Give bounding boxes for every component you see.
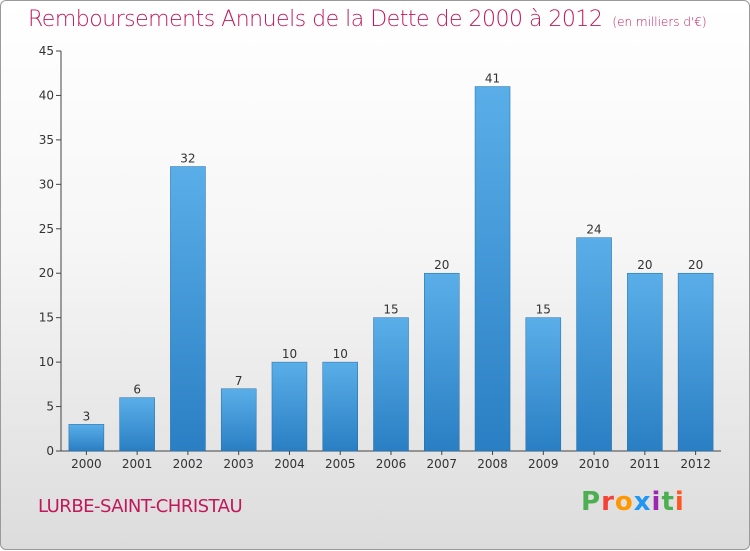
bar bbox=[220, 388, 257, 452]
proxiti-logo: Proxiti bbox=[581, 487, 685, 517]
y-tick-label: 45 bbox=[39, 44, 54, 58]
bar-value-label: 41 bbox=[485, 72, 500, 86]
logo-letter: o bbox=[614, 487, 634, 517]
chart-subtitle: (en milliers d'€) bbox=[612, 15, 707, 29]
bar bbox=[576, 237, 612, 452]
x-tick-label: 2011 bbox=[630, 457, 661, 471]
bar-value-label: 15 bbox=[383, 303, 398, 317]
bar-value-label: 10 bbox=[282, 347, 297, 361]
x-tick-label: 2012 bbox=[680, 457, 711, 471]
x-tick-label: 2006 bbox=[376, 457, 407, 471]
bar bbox=[525, 317, 562, 452]
y-tick-label: 35 bbox=[39, 133, 54, 147]
x-tick-label: 2009 bbox=[528, 457, 559, 471]
x-tick-label: 2008 bbox=[477, 457, 508, 471]
x-tick-label: 2000 bbox=[71, 457, 102, 471]
bar bbox=[68, 424, 105, 452]
logo-letter: r bbox=[601, 487, 615, 517]
bar-value-label: 32 bbox=[180, 152, 195, 166]
y-tick-label: 20 bbox=[39, 266, 54, 280]
y-tick-label: 0 bbox=[46, 444, 54, 458]
x-tick-label: 2002 bbox=[173, 457, 204, 471]
logo-letter: i bbox=[651, 487, 662, 517]
bar-value-label: 20 bbox=[688, 258, 703, 272]
x-tick-label: 2004 bbox=[274, 457, 305, 471]
y-tick-label: 5 bbox=[46, 400, 54, 414]
bar-value-label: 3 bbox=[83, 409, 91, 423]
bar-value-label: 10 bbox=[333, 347, 348, 361]
y-tick-label: 40 bbox=[39, 88, 54, 102]
x-tick-label: 2007 bbox=[426, 457, 457, 471]
bar-value-label: 20 bbox=[637, 258, 652, 272]
bar bbox=[271, 361, 308, 452]
bar-value-label: 15 bbox=[536, 303, 551, 317]
logo-letter: P bbox=[581, 487, 602, 517]
chart-title: Remboursements Annuels de la Dette de 20… bbox=[28, 7, 707, 32]
x-tick-label: 2005 bbox=[325, 457, 356, 471]
bar-value-label: 20 bbox=[434, 258, 449, 272]
bar-value-label: 24 bbox=[586, 223, 601, 237]
bar bbox=[677, 272, 714, 452]
bar bbox=[170, 166, 206, 452]
logo-letter: t bbox=[661, 487, 675, 517]
bar bbox=[424, 272, 460, 452]
bar bbox=[373, 317, 409, 452]
bar-value-label: 7 bbox=[235, 374, 243, 388]
bar bbox=[119, 397, 155, 452]
x-tick-label: 2010 bbox=[579, 457, 610, 471]
y-tick-label: 25 bbox=[39, 222, 54, 236]
bar bbox=[474, 86, 511, 452]
commune-name: LURBE-SAINT-CHRISTAU bbox=[38, 496, 243, 517]
y-tick-label: 30 bbox=[39, 177, 54, 191]
bar bbox=[627, 272, 663, 452]
y-tick-label: 15 bbox=[39, 311, 54, 325]
bar bbox=[322, 361, 358, 452]
logo-letter: x bbox=[633, 487, 652, 517]
bar-value-label: 6 bbox=[133, 383, 141, 397]
logo-letter: i bbox=[674, 487, 685, 517]
x-tick-label: 2001 bbox=[122, 457, 153, 471]
chart-title-text: Remboursements Annuels de la Dette de 20… bbox=[28, 7, 603, 32]
y-tick-label: 10 bbox=[39, 355, 54, 369]
x-tick-label: 2003 bbox=[223, 457, 254, 471]
